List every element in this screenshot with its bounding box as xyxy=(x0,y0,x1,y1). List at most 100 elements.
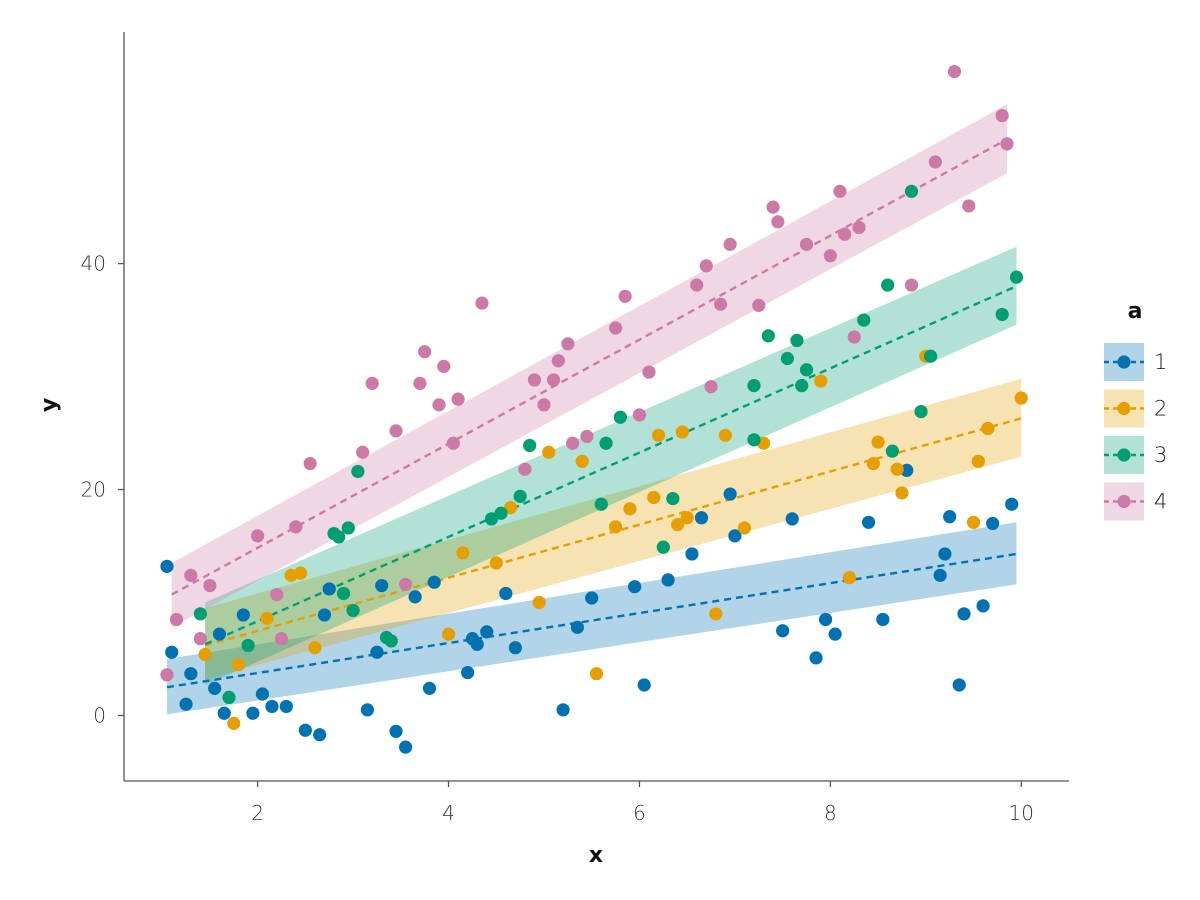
point-series-2 xyxy=(866,456,880,471)
point-series-3 xyxy=(790,333,804,348)
x-tick-label: 4 xyxy=(442,801,455,825)
band-series-4 xyxy=(171,104,1007,628)
point-series-2 xyxy=(293,566,308,580)
point-series-1 xyxy=(184,667,198,681)
point-series-3 xyxy=(613,410,627,424)
x-ticks: 2 4 6 8 10 xyxy=(251,781,1034,825)
point-series-4 xyxy=(193,632,207,646)
point-series-4 xyxy=(823,249,837,263)
point-series-4 xyxy=(289,520,303,534)
point-series-2 xyxy=(814,374,828,388)
point-series-1 xyxy=(508,641,522,655)
point-series-2 xyxy=(709,607,723,621)
point-series-4 xyxy=(852,220,866,235)
point-series-4 xyxy=(995,108,1009,123)
point-series-2 xyxy=(489,556,503,570)
point-series-1 xyxy=(938,547,952,561)
point-series-4 xyxy=(413,376,427,390)
legend-label: 4 xyxy=(1154,490,1167,514)
point-series-2 xyxy=(680,511,694,525)
point-series-3 xyxy=(914,404,928,419)
point-series-1 xyxy=(861,515,876,529)
point-series-1 xyxy=(422,681,437,695)
point-series-2 xyxy=(608,520,623,534)
legend-marker xyxy=(1117,448,1131,462)
legend-marker xyxy=(1117,494,1131,509)
point-series-1 xyxy=(360,703,375,717)
point-series-4 xyxy=(356,445,370,459)
point-series-2 xyxy=(890,462,904,476)
x-tick-label: 10 xyxy=(1009,801,1034,825)
point-series-2 xyxy=(589,667,604,681)
point-series-2 xyxy=(737,521,752,535)
y-ticks: 0 20 40 xyxy=(81,252,124,727)
point-series-1 xyxy=(637,678,651,692)
point-series-1 xyxy=(470,637,484,651)
point-series-2 xyxy=(718,428,732,442)
legend-marker xyxy=(1117,355,1131,369)
point-series-3 xyxy=(599,436,613,450)
point-series-4 xyxy=(270,587,284,602)
point-series-1 xyxy=(370,645,384,659)
point-series-4 xyxy=(398,577,413,592)
point-series-3 xyxy=(484,512,499,526)
point-series-1 xyxy=(427,575,441,589)
point-series-2 xyxy=(542,445,556,459)
point-series-3 xyxy=(666,491,680,506)
point-series-3 xyxy=(193,607,207,621)
point-series-4 xyxy=(389,424,403,438)
point-series-3 xyxy=(336,586,351,601)
x-tick-label: 8 xyxy=(824,801,837,825)
legend-label: 1 xyxy=(1154,350,1167,374)
point-series-1 xyxy=(246,706,260,720)
point-series-4 xyxy=(704,380,718,394)
point-series-1 xyxy=(265,699,279,714)
point-series-4 xyxy=(537,398,551,412)
x-axis-title: x xyxy=(589,843,603,868)
point-series-1 xyxy=(298,723,312,737)
point-series-2 xyxy=(308,641,322,655)
point-series-3 xyxy=(594,497,608,511)
point-series-1 xyxy=(986,516,1000,531)
point-series-3 xyxy=(241,638,255,653)
point-series-2 xyxy=(981,421,995,436)
point-series-4 xyxy=(699,259,713,273)
point-series-4 xyxy=(303,456,317,471)
y-tick-label: 40 xyxy=(81,252,106,276)
point-series-1 xyxy=(322,582,336,596)
point-series-1 xyxy=(728,529,742,543)
point-series-1 xyxy=(685,547,699,561)
point-series-1 xyxy=(389,724,403,738)
point-series-1 xyxy=(628,580,642,594)
point-series-4 xyxy=(475,296,489,310)
point-series-4 xyxy=(561,337,575,351)
point-series-4 xyxy=(203,578,217,593)
point-series-3 xyxy=(747,433,761,447)
point-series-4 xyxy=(847,330,861,344)
point-series-3 xyxy=(885,444,900,458)
x-tick-label: 2 xyxy=(251,801,264,825)
point-series-1 xyxy=(694,511,709,525)
point-series-1 xyxy=(179,697,193,711)
point-series-2 xyxy=(503,501,518,515)
point-series-3 xyxy=(761,329,775,343)
legend-item-2: 2 xyxy=(1104,389,1167,428)
point-series-1 xyxy=(236,608,250,622)
point-series-4 xyxy=(799,237,814,251)
legend-label: 2 xyxy=(1154,397,1167,421)
point-series-1 xyxy=(398,740,413,754)
point-series-1 xyxy=(212,627,227,641)
point-series-4 xyxy=(274,632,289,646)
point-series-3 xyxy=(857,313,871,327)
y-axis-title: y xyxy=(37,398,62,412)
point-series-4 xyxy=(928,155,942,169)
point-series-2 xyxy=(971,454,985,468)
point-series-4 xyxy=(904,278,919,292)
point-series-3 xyxy=(332,530,346,544)
point-series-4 xyxy=(160,668,174,682)
point-series-2 xyxy=(1014,391,1028,405)
point-series-1 xyxy=(160,559,174,573)
point-series-1 xyxy=(317,608,332,622)
fit-line-series-4 xyxy=(171,138,1008,596)
